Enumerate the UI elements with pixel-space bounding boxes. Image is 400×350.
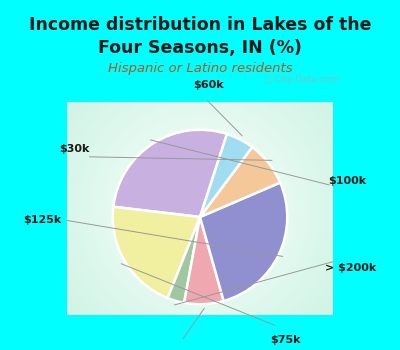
Wedge shape [113, 207, 200, 298]
Wedge shape [200, 134, 252, 217]
Text: $60k: $60k [193, 80, 224, 90]
Text: > $200k: > $200k [326, 263, 377, 273]
Wedge shape [184, 217, 224, 304]
Text: Hispanic or Latino residents: Hispanic or Latino residents [108, 62, 292, 75]
Text: Income distribution in Lakes of the
Four Seasons, IN (%): Income distribution in Lakes of the Four… [29, 16, 371, 57]
Text: $75k: $75k [270, 335, 300, 345]
Wedge shape [200, 147, 280, 217]
Text: Ⓞ City-Data.com: Ⓞ City-Data.com [266, 76, 339, 84]
Text: $30k: $30k [59, 144, 90, 154]
Text: $100k: $100k [328, 176, 366, 186]
Text: $125k: $125k [24, 215, 62, 225]
Wedge shape [200, 183, 287, 301]
Wedge shape [113, 130, 227, 217]
Wedge shape [168, 217, 200, 303]
